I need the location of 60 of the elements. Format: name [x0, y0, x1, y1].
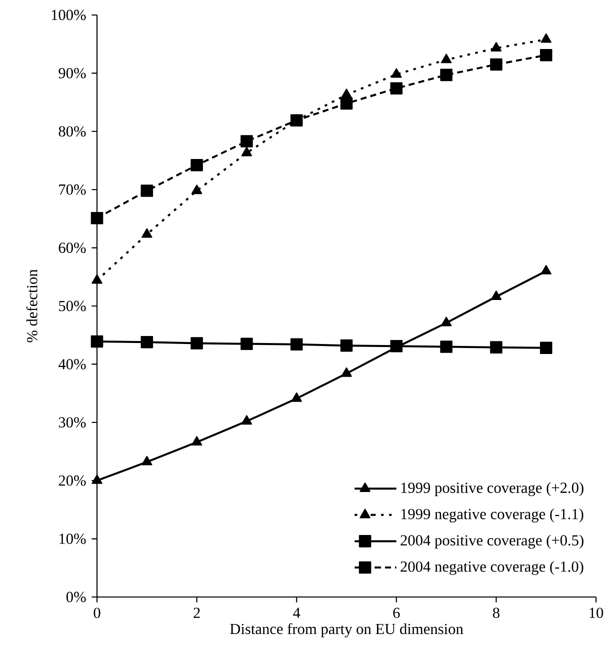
point: [90, 335, 104, 348]
point: [391, 68, 402, 78]
point: [490, 290, 502, 300]
point: [340, 339, 353, 352]
y-tick-label: 70%: [59, 184, 86, 195]
y-tick-label: 20%: [58, 475, 86, 486]
point: [440, 68, 452, 82]
point: [240, 135, 253, 148]
point: [92, 474, 102, 484]
y-tick-label: 40%: [58, 359, 86, 370]
point: [142, 228, 152, 238]
legend-label: 2004 positive coverage (+0.5): [400, 534, 584, 549]
legend-label: 1999 negative coverage (-1.1): [401, 508, 584, 522]
point: [190, 337, 203, 350]
point: [341, 88, 352, 98]
x-tick-label: 10: [590, 608, 604, 618]
point: [241, 146, 252, 156]
point: [142, 456, 152, 466]
point: [341, 367, 352, 377]
point: [340, 97, 353, 110]
point: [490, 58, 502, 71]
point: [140, 184, 154, 197]
point: [240, 338, 253, 350]
point: [540, 49, 552, 62]
x-tick-label: 4: [293, 608, 300, 618]
y-tick-label: 0%: [66, 592, 86, 602]
point: [440, 316, 452, 326]
y-tick-label: 100%: [52, 10, 86, 20]
point: [490, 341, 502, 354]
point: [390, 82, 403, 94]
point: [440, 54, 452, 64]
x-tick-label: 6: [393, 608, 400, 618]
point: [490, 42, 502, 52]
y-axis-title: % defection: [26, 269, 38, 342]
point: [540, 342, 552, 354]
point: [290, 338, 303, 351]
point: [540, 264, 552, 274]
x-axis-title: Distance from party on EU dimension: [230, 623, 464, 638]
y-tick-label: 50%: [59, 300, 86, 312]
y-tick-label: 10%: [60, 534, 86, 544]
x-tick-label: 8: [492, 608, 500, 618]
point: [440, 340, 452, 353]
point: [241, 415, 252, 425]
point: [140, 336, 154, 348]
y-tick-label: 60%: [58, 242, 86, 253]
point: [540, 33, 552, 43]
point: [90, 212, 104, 224]
point: [291, 392, 302, 402]
point: [290, 114, 303, 126]
legend-label: 1999 positive coverage (+2.0): [401, 482, 584, 496]
point: [92, 274, 102, 284]
point: [191, 436, 202, 446]
point: [191, 184, 202, 194]
x-tick-label: 2: [194, 608, 200, 618]
y-tick-label: 30%: [58, 417, 86, 428]
y-tick-label: 80%: [58, 126, 86, 137]
point: [190, 159, 203, 172]
legend-label: 2004 negative coverage (-1.0): [400, 560, 584, 575]
y-tick-label: 90%: [58, 68, 86, 78]
x-tick-label: 0: [94, 608, 100, 618]
